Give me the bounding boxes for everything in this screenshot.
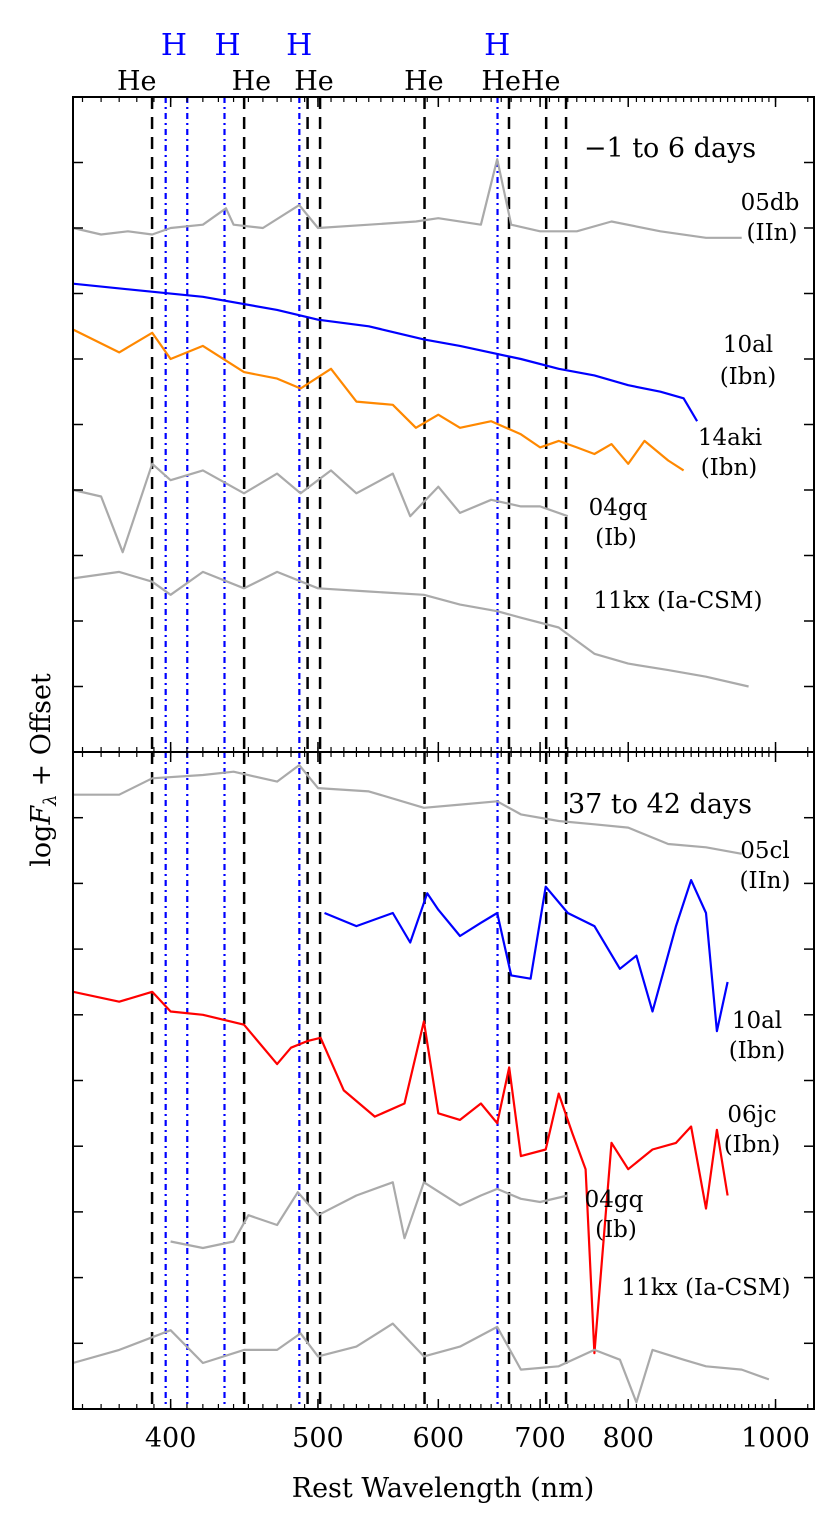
y-axis-label-symbol: F [26,805,57,826]
x-tick-label: 800 [602,1423,654,1454]
h-line-label: H [286,28,312,63]
top-panel-title: −1 to 6 days [584,133,756,164]
spectrum-labels: 05db (IIn) 10al (Ibn) 14aki (Ibn) 04gq (Ib) 11kx… [585,190,800,1301]
spectrum-label: 11kx (Ia-CSM) [622,1275,791,1301]
x-tick-label: 500 [292,1423,344,1454]
x-axis-label: Rest Wavelength (nm) [292,1473,595,1504]
spectrum-04gq-bottom [170,1181,569,1250]
bottom-line-id-markers [150,752,568,1409]
top-line-id-markers [150,97,568,752]
spectrum-label-type: (IIn) [747,220,798,246]
he-line-label: HeHe [481,66,560,97]
he-line-label: He [117,66,157,97]
axis-ticks [73,97,814,1409]
spectrum-14aki-top [73,328,685,472]
he-line-label: He [404,66,444,97]
spectrum-label-name: 10al [723,332,773,358]
he-line-label: He [232,66,272,97]
spectrum-label-type: (Ibn) [724,1132,781,1158]
spectrum-label-name: 06jc [727,1102,776,1128]
spectrum-label-type: (Ibn) [729,1038,786,1064]
spectrum-11kx-bottom [73,1322,770,1404]
spectrum-06jc-bottom [73,990,729,1355]
bottom-panel-frame [72,751,815,1410]
spectrum-label-type: (IIn) [740,868,791,894]
spectrum-10al-top [73,282,699,422]
spectrum-label-name: 14aki [698,425,762,451]
y-axis-label: logFλ + Offset [26,673,61,867]
x-tick-label: 600 [413,1423,465,1454]
spectrum-05db-top [73,158,742,239]
he-line-label: He [294,66,334,97]
spectrum-label-name: 10al [732,1008,782,1034]
h-line-label: H [214,28,240,63]
h-line-label: H [484,28,510,63]
spectrum-05cl-bottom [73,763,742,855]
spectrum-label-name: 04gq [589,495,648,521]
top-spectra [73,158,749,688]
spectrum-label-name: 05db [741,190,800,216]
x-tick-label: 1000 [741,1423,810,1454]
y-axis-label-subscript: λ [40,794,61,806]
spectrum-label-type: (Ib) [595,525,637,551]
bottom-spectra [73,763,770,1404]
spectrum-label-type: (Ibn) [720,364,777,390]
y-axis-label-offset: + Offset [26,673,57,786]
spectrum-11kx-top [73,570,749,688]
h-line-label: H [161,28,187,63]
spectrum-label: 11kx (Ia-CSM) [594,588,763,614]
y-axis-label-log: log [26,825,57,867]
bottom-panel-title: 37 to 42 days [568,789,752,820]
x-tick-label: 700 [514,1423,566,1454]
spectrum-04gq-top [73,462,569,554]
spectrum-label-name: 05cl [740,838,790,864]
spectrum-label-name: 04gq [585,1187,644,1213]
spectrum-10al-bottom [324,878,729,1033]
x-tick-labels: 400 500 600 700 800 1000 [145,1423,810,1454]
x-tick-label: 400 [145,1423,197,1454]
spectrum-label-type: (Ibn) [701,455,758,481]
spectrum-label-type: (Ib) [595,1217,637,1243]
